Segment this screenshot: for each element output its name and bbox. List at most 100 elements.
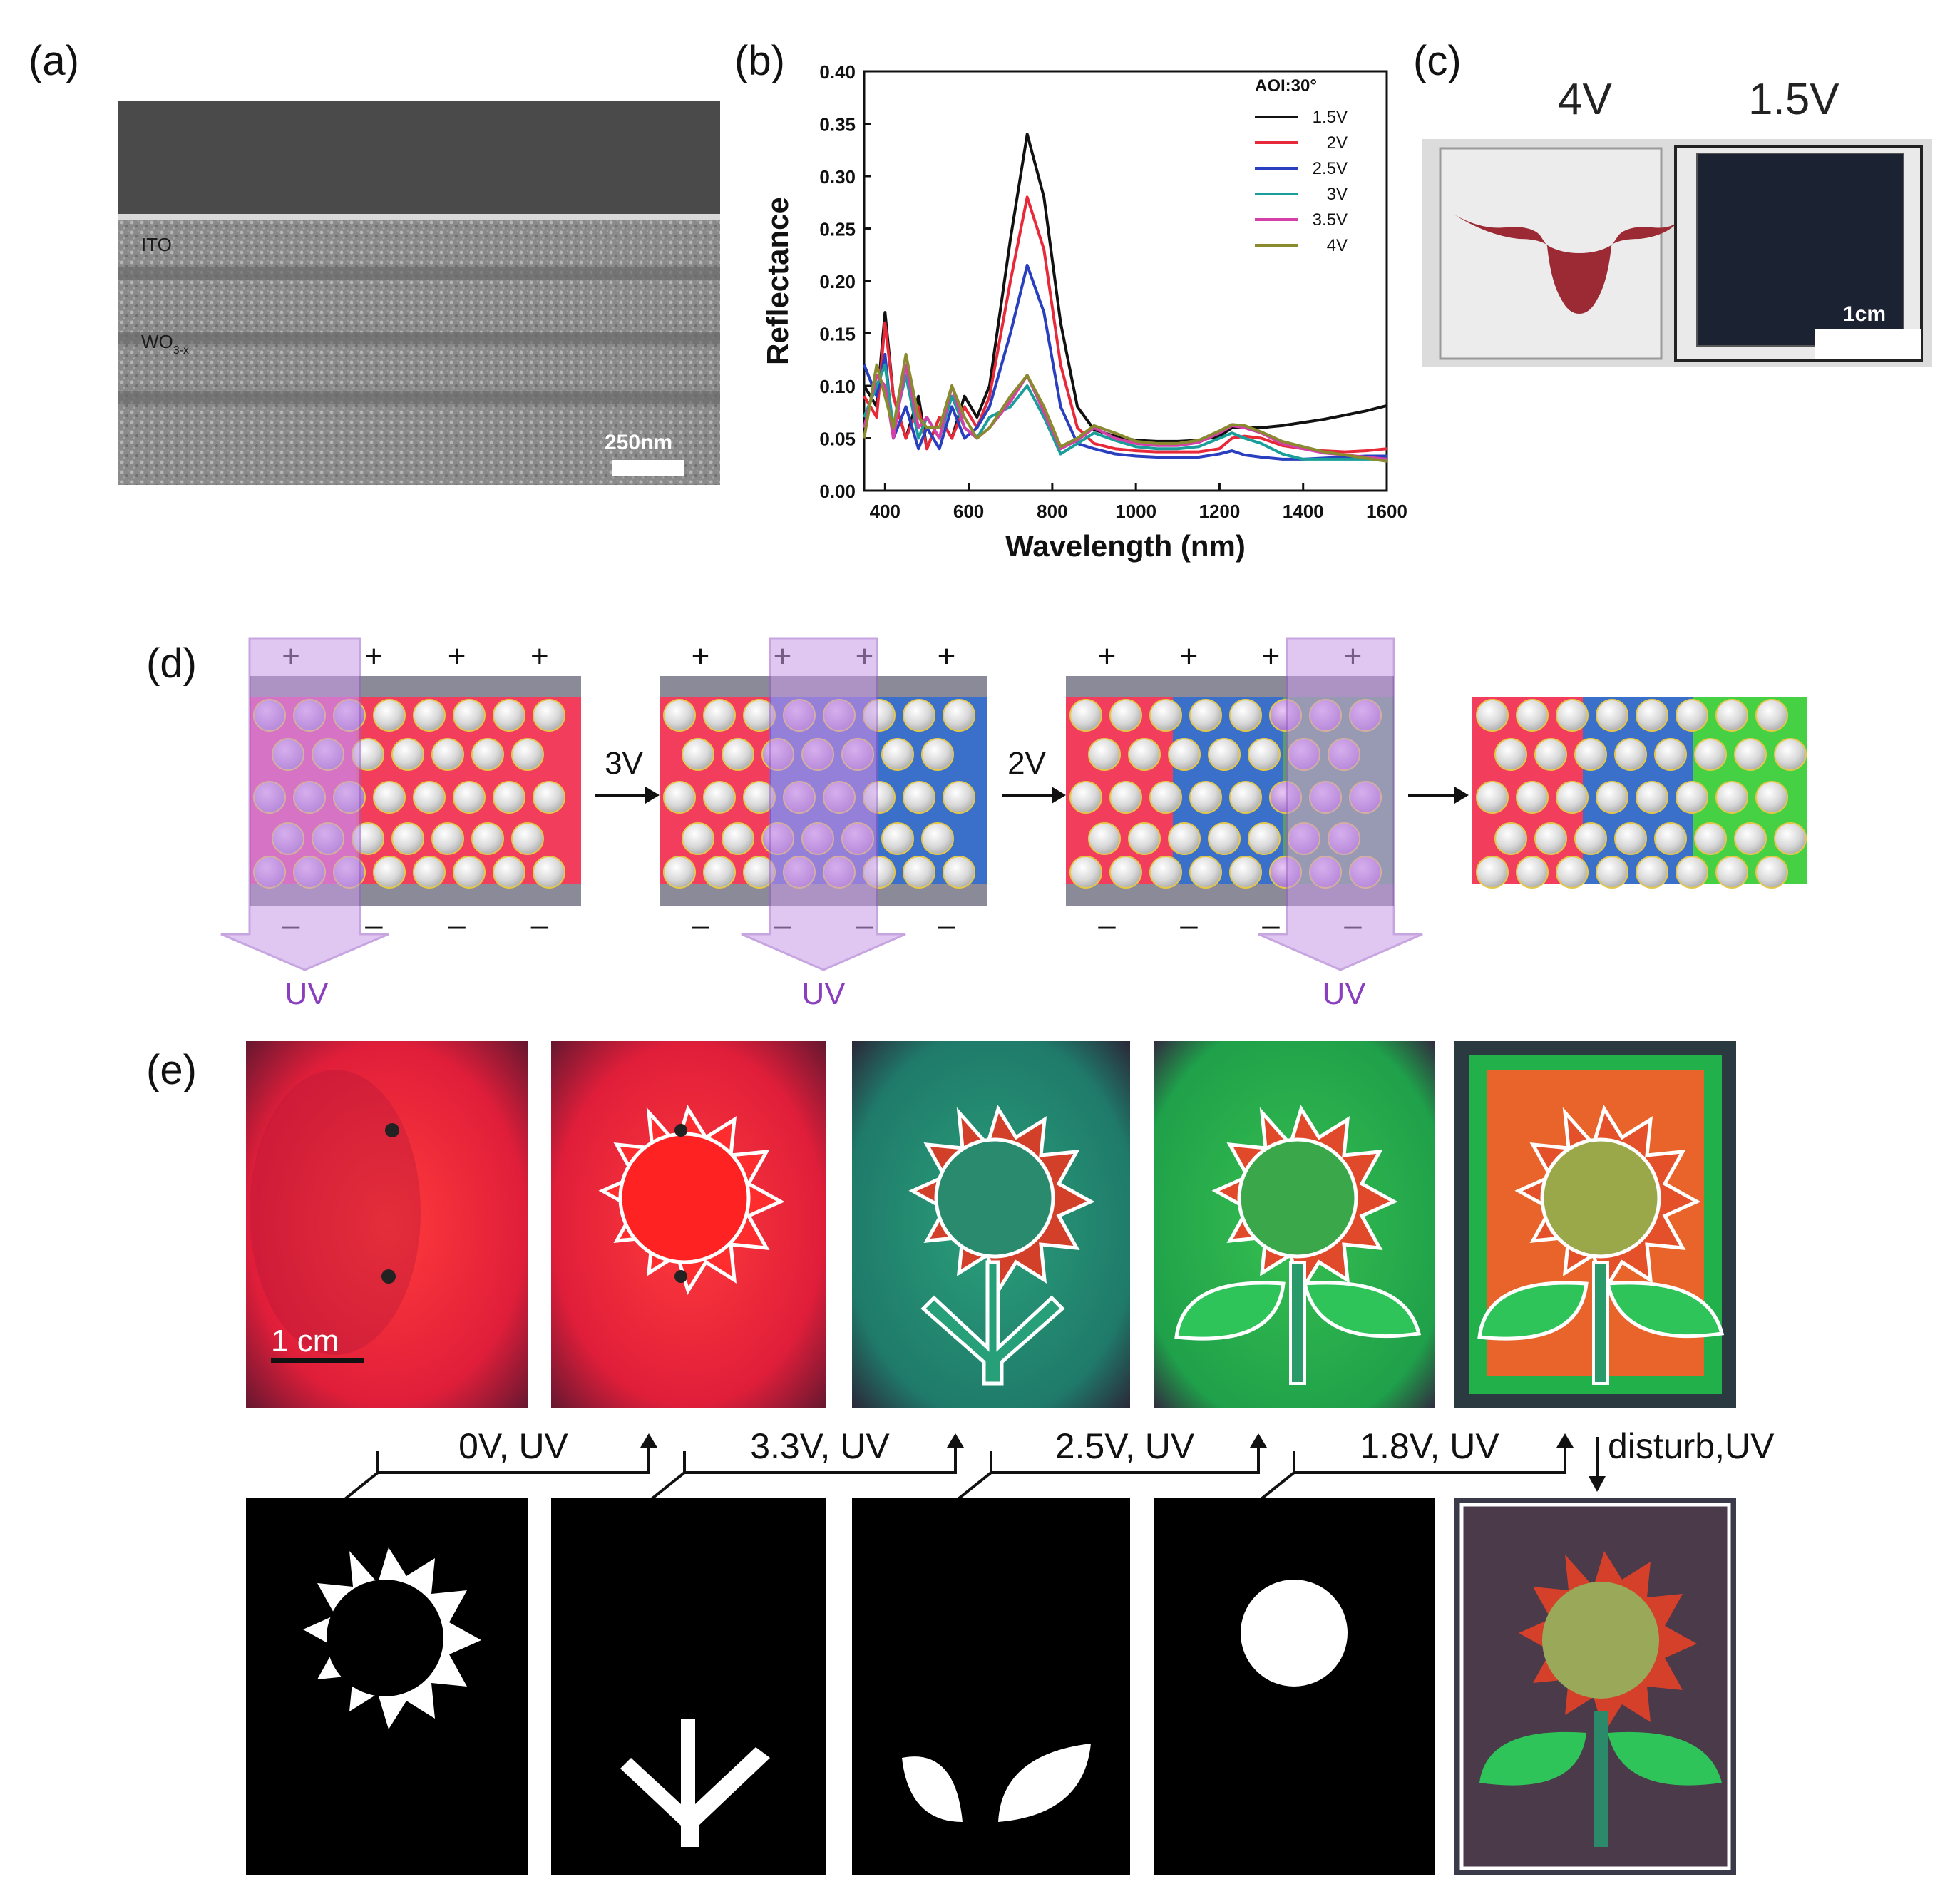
nanosphere [1149,781,1182,814]
photo-scale-bar-1cm [271,1358,364,1363]
nanosphere [1109,699,1142,732]
uv-beam [741,637,906,971]
photo-scale-bar [1815,329,1921,359]
nanosphere [1676,781,1708,814]
photo-scale-bar-label: 1cm [1843,302,1886,326]
nanosphere [533,699,565,732]
nanosphere [1654,738,1687,771]
sem-image: ITO WO3-x 250nm [118,101,720,485]
mask-circle [1154,1498,1435,1875]
step-arrows: 0V, UV 3.3V, UV 2.5V, UV 1.8V, UV disturb,UV [341,1426,1775,1503]
nanosphere [1229,699,1262,732]
nanosphere [1516,856,1549,889]
y-tick-label: 0.05 [819,429,856,450]
series-line-1.5V [863,133,1387,451]
nanosphere [1168,738,1201,771]
nanosphere [1069,781,1102,814]
x-tick-label: 800 [1037,501,1067,522]
step-arrowhead [1250,1433,1267,1448]
nanosphere [453,781,486,814]
ito-label: ITO [141,234,172,255]
nanosphere [391,822,424,855]
nanosphere [903,856,935,889]
nanosphere [903,781,935,814]
legend-entry-1.5V: 1.5V [1313,108,1348,127]
panel-label-e: (e) [146,1047,197,1093]
nanosphere [881,822,914,855]
nanosphere [1516,699,1549,732]
step-connector [647,1440,957,1503]
plus-sign: + [938,639,956,674]
minus-sign: – [531,908,549,943]
nanosphere [663,856,696,889]
nanosphere [921,822,954,855]
y-tick-label: 0.30 [819,166,856,188]
nanosphere [881,738,914,771]
nanosphere [1755,856,1788,889]
nanosphere [1574,822,1607,855]
mask-stem [551,1498,826,1875]
nanosphere [663,781,696,814]
nanosphere [1128,822,1161,855]
sem-scale-bar [612,460,684,476]
nanosphere [1614,822,1647,855]
nanosphere [1574,738,1607,771]
series-line-3V [863,363,1387,461]
photo-0v: 1 cm [246,1041,528,1408]
nanosphere [1755,699,1788,732]
reflectance-chart: 0.00 0.05 0.10 0.15 0.20 0.25 0.30 0.35 0.40 400 6… [761,61,1407,563]
legend-entry-3.5V: 3.5V [1313,210,1348,230]
nanosphere [453,699,486,732]
y-tick-label: 0.10 [819,376,856,397]
nanosphere [511,738,544,771]
nanosphere [493,699,525,732]
panel-label-b: (b) [734,38,785,84]
plus-sign: + [365,639,384,674]
panel-label-d: (d) [146,640,197,687]
step-arrowhead [1556,1433,1574,1448]
y-axis-label: Reflectance [761,197,794,365]
uv-beam [1258,637,1423,971]
nanosphere [1694,738,1727,771]
nanosphere [1476,699,1509,732]
photo-row: 1 cm [246,1041,1736,1408]
nanosphere [1069,699,1102,732]
nanosphere [1109,781,1142,814]
mask-row [246,1498,1736,1875]
nanosphere [1556,856,1589,889]
minus-sign: – [692,908,709,943]
nanosphere [703,699,736,732]
nanosphere [1694,822,1727,855]
nanosphere [1248,738,1281,771]
series-line-3.5V [863,363,1387,461]
nanosphere [1149,856,1182,889]
nanosphere [1596,781,1628,814]
legend-title: AOI:30° [1255,76,1317,96]
minus-sign: – [448,908,466,943]
plus-sign: + [692,639,710,674]
nanosphere [1715,699,1748,732]
disturb-arrowhead [1589,1476,1606,1492]
nanosphere [682,822,714,855]
nanosphere [1556,781,1589,814]
photo-1p8v [1154,1041,1435,1408]
device-photo: 1cm [1422,139,1932,367]
plus-sign: + [448,639,466,674]
step-connector [1257,1440,1566,1503]
nanosphere [943,856,975,889]
nanosphere [391,738,424,771]
longhorn-logo [1453,214,1684,314]
cell3-blue-region [1173,697,1283,884]
plus-sign: + [1180,639,1199,674]
nanosphere [1109,856,1142,889]
x-tick-label: 1400 [1283,501,1324,522]
label-4v: 4V [1558,75,1612,124]
uv-label: UV [284,976,329,1011]
wo3-label: WO3-x [141,331,189,357]
arrow-final-head [1454,787,1469,804]
nanosphere [1596,699,1628,732]
step-arrowhead [640,1433,657,1448]
nanosphere [722,822,754,855]
step-label: 0V, UV [458,1426,568,1466]
nanosphere [493,781,525,814]
